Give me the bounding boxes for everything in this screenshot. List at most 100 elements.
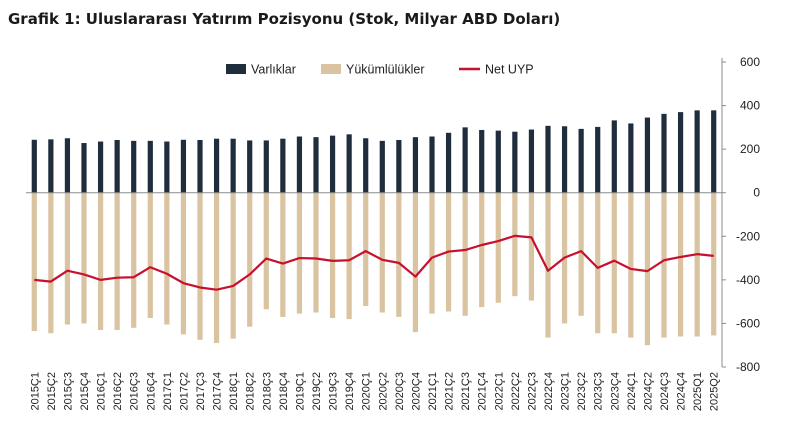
legend-swatch-liabilities <box>321 64 341 74</box>
assets-bar <box>628 123 634 193</box>
assets-bar <box>247 140 253 193</box>
assets-bar <box>479 129 485 193</box>
x-tick-label: 2024Ç1 <box>626 372 638 411</box>
liabilities-bar <box>396 192 402 317</box>
assets-bar <box>296 136 303 193</box>
x-tick-label: 2021Ç1 <box>427 372 439 411</box>
assets-bar <box>595 126 601 193</box>
liabilities-bar <box>379 192 385 313</box>
assets-bar <box>561 126 568 193</box>
liabilities-bar <box>595 192 601 334</box>
y-tick-label: 0 <box>753 186 760 200</box>
x-tick-label: 2020Ç3 <box>394 372 406 411</box>
y-tick-label: -600 <box>736 316 760 330</box>
x-tick-label: 2022Ç4 <box>543 372 555 411</box>
assets-bar <box>412 137 419 193</box>
assets-bar <box>528 129 535 193</box>
x-tick-label: 2024Ç2 <box>642 372 654 411</box>
liabilities-bar <box>31 192 37 332</box>
liabilities-bar <box>213 192 220 344</box>
liabilities-bar <box>131 192 137 328</box>
x-tick-label: 2015Ç4 <box>79 372 91 411</box>
assets-bar <box>429 136 435 193</box>
x-tick-label: 2024Ç4 <box>676 372 688 411</box>
x-tick-label: 2019Ç2 <box>311 372 323 411</box>
liabilities-bar <box>180 192 187 335</box>
x-tick-label: 2022Ç3 <box>526 372 538 411</box>
assets-bar <box>694 110 700 193</box>
liabilities-bar <box>329 192 336 318</box>
liabilities-bar <box>346 192 352 320</box>
x-tick-label: 2021Ç3 <box>460 372 472 411</box>
x-tick-label: 2022Ç1 <box>493 372 505 411</box>
x-tick-label: 2025Q2 <box>709 372 721 411</box>
y-tick-label: -400 <box>736 273 760 287</box>
liabilities-bar <box>263 192 269 310</box>
assets-bar <box>97 141 104 193</box>
assets-bar <box>147 140 153 193</box>
legend-label-net-uyp: Net UYP <box>485 63 534 77</box>
liabilities-bar <box>280 192 286 317</box>
liabilities-bar <box>495 192 501 303</box>
x-tick-label: 2017Ç3 <box>195 372 207 411</box>
x-tick-label: 2020Ç4 <box>410 372 422 411</box>
assets-bar <box>31 139 37 193</box>
assets-bar <box>462 127 468 193</box>
x-tick-label: 2018Ç2 <box>245 372 257 411</box>
assets-bar <box>545 125 551 193</box>
assets-bar <box>445 132 452 193</box>
liabilities-bar <box>711 192 717 336</box>
liabilities-bar <box>628 192 634 338</box>
assets-bar <box>346 134 352 193</box>
assets-bar <box>578 128 584 193</box>
liabilities-bar <box>114 192 120 330</box>
liabilities-bar <box>247 192 253 327</box>
liabilities-bar <box>429 192 435 314</box>
liabilities-bar <box>363 192 369 306</box>
x-tick-label: 2015Ç3 <box>62 372 74 411</box>
legend-label-liabilities: Yükümlülükler <box>346 63 425 77</box>
assets-bar <box>48 139 54 193</box>
liabilities-bar <box>545 192 551 338</box>
assets-bar <box>363 138 369 193</box>
liabilities-bar <box>578 192 584 316</box>
x-tick-label: 2018Ç4 <box>278 372 290 411</box>
assets-bar <box>280 138 286 193</box>
liabilities-bar <box>611 192 617 334</box>
y-tick-label: 600 <box>740 55 760 69</box>
liabilities-bar <box>644 192 651 346</box>
liabilities-bar <box>97 192 104 330</box>
y-tick-label: -800 <box>736 360 760 374</box>
liabilities-bar <box>677 192 684 337</box>
liabilities-bar <box>512 192 518 297</box>
x-tick-label: 2020Ç2 <box>377 372 389 411</box>
x-tick-label: 2019Ç3 <box>328 372 340 411</box>
assets-bar <box>396 139 402 193</box>
legend-label-assets: Varlıklar <box>251 63 296 77</box>
x-tick-label: 2018Ç3 <box>261 372 273 411</box>
x-tick-label: 2020Ç1 <box>361 372 373 411</box>
x-tick-label: 2023Ç3 <box>593 372 605 411</box>
net-uyp-line-layer <box>34 234 714 291</box>
x-tick-label: 2023Ç1 <box>560 372 572 411</box>
x-tick-label: 2022Ç2 <box>510 372 522 411</box>
assets-bar <box>379 140 385 193</box>
x-tick-label: 2023Ç4 <box>609 372 621 411</box>
liabilities-bar <box>528 192 535 301</box>
y-tick-label: 200 <box>740 142 760 156</box>
liabilities-bar <box>479 192 485 308</box>
assets-bar <box>644 117 651 193</box>
x-tick-label: 2023Ç2 <box>576 372 588 411</box>
y-axis: 600 400 200 0 -200 -400 -600 -800 <box>26 55 760 374</box>
assets-bar <box>197 139 203 193</box>
assets-bar <box>114 139 120 193</box>
assets-bar <box>230 138 236 193</box>
assets-bar <box>711 110 717 193</box>
liabilities-bar <box>313 192 319 313</box>
liabilities-bars <box>31 192 717 346</box>
liabilities-bar <box>197 192 203 340</box>
liabilities-bar <box>230 192 236 339</box>
liabilities-bar <box>147 192 153 318</box>
liabilities-bar <box>164 192 170 325</box>
